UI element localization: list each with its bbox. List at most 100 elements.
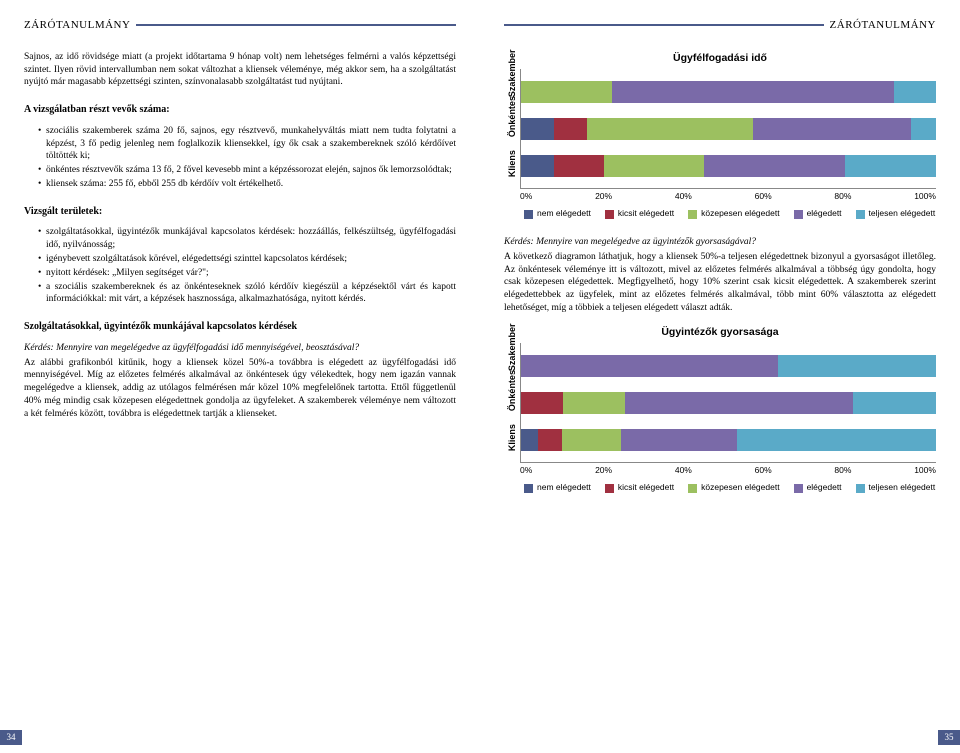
bar-row [521, 118, 936, 140]
bar-segment [737, 429, 936, 451]
page-number-left: 34 [0, 730, 22, 745]
legend-swatch [688, 210, 697, 219]
xtick: 0% [520, 465, 532, 476]
list-item: szociális szakemberek száma 20 fő, sajno… [38, 125, 456, 163]
bar-segment [562, 429, 620, 451]
right-page: ZÁRÓTANULMÁNY Ügyfélfogadási idő Szakemb… [480, 0, 960, 753]
areas-head: Vizsgált területek: [24, 205, 456, 219]
legend-label: teljesen elégedett [869, 208, 936, 219]
bar-row [521, 355, 936, 377]
bar-row [521, 429, 936, 451]
xtick: 40% [675, 465, 692, 476]
ylabel: Önkéntes [506, 395, 518, 411]
bar-segment [554, 155, 604, 177]
chart2-ylabels: Szakember Önkéntes Kliens [504, 343, 520, 463]
chart1-legend: nem elégedettkicsit elégedettközepesen e… [504, 208, 936, 219]
list-item: önkéntes résztvevők száma 13 fő, 2 fővel… [38, 164, 456, 177]
services-head: Szolgáltatásokkal, ügyintézők munkájával… [24, 320, 456, 334]
legend-label: közepesen elégedett [701, 482, 779, 493]
xtick: 20% [595, 465, 612, 476]
chart1-xaxis: 0%20%40%60%80%100% [504, 191, 936, 202]
chart2-bars [520, 343, 936, 463]
legend-label: teljesen elégedett [869, 482, 936, 493]
legend-label: közepesen elégedett [701, 208, 779, 219]
legend-item: teljesen elégedett [856, 208, 936, 219]
list-item: szolgáltatásokkal, ügyintézők munkájával… [38, 226, 456, 252]
bar-segment [604, 155, 704, 177]
legend-swatch [688, 484, 697, 493]
xtick: 80% [834, 465, 851, 476]
bar-segment [521, 355, 778, 377]
list-item: a szociális szakembereknek és az önkénte… [38, 281, 456, 307]
legend-label: nem elégedett [537, 482, 591, 493]
ylabel: Szakember [506, 355, 518, 371]
answer-1: Az alábbi grafikonból kitűnik, hogy a kl… [24, 357, 456, 421]
legend-swatch [605, 484, 614, 493]
legend-label: elégedett [807, 482, 842, 493]
legend-item: teljesen elégedett [856, 482, 936, 493]
legend-swatch [605, 210, 614, 219]
list-item: nyitott kérdések: „Milyen segítséget vár… [38, 267, 456, 280]
bar-segment [778, 355, 936, 377]
xtick: 80% [834, 191, 851, 202]
xtick: 60% [755, 465, 772, 476]
bar-segment [521, 81, 612, 103]
legend-item: kicsit elégedett [605, 482, 674, 493]
legend-swatch [794, 210, 803, 219]
areas-list: szolgáltatásokkal, ügyintézők munkájával… [38, 226, 456, 306]
bar-segment [845, 155, 936, 177]
participants-list: szociális szakemberek száma 20 fő, sajno… [38, 125, 456, 191]
xtick: 100% [914, 191, 936, 202]
legend-swatch [856, 210, 865, 219]
chart1-title: Ügyfélfogadási idő [504, 51, 936, 65]
legend-swatch [856, 484, 865, 493]
chart1-ylabels: SzakemberÖnkéntesKliens [504, 69, 520, 189]
header-rule [504, 24, 824, 26]
bar-segment [521, 429, 538, 451]
intro-paragraph: Sajnos, az idő rövidsége miatt (a projek… [24, 51, 456, 89]
bar-row [521, 392, 936, 414]
header-title-right: ZÁRÓTANULMÁNY [830, 18, 936, 33]
xtick: 60% [755, 191, 772, 202]
bar-segment [554, 118, 587, 140]
legend-item: közepesen elégedett [688, 208, 779, 219]
ylabel: Szakember [506, 81, 518, 97]
bar-segment [587, 118, 753, 140]
chart2-xaxis: 0% 20% 40% 60% 80% 100% [504, 465, 936, 476]
ylabel: Kliens [506, 435, 518, 451]
chart1-bars [520, 69, 936, 189]
bar-segment [753, 118, 911, 140]
bar-segment [521, 118, 554, 140]
bar-segment [538, 429, 563, 451]
right-header: ZÁRÓTANULMÁNY [504, 18, 936, 33]
bar-segment [521, 155, 554, 177]
header-title-left: ZÁRÓTANULMÁNY [24, 18, 130, 33]
bar-segment [621, 429, 737, 451]
bar-segment [612, 81, 894, 103]
xtick: 100% [914, 465, 936, 476]
legend-item: elégedett [794, 482, 842, 493]
chart2-legend: nem elégedett kicsit elégedett közepesen e… [504, 482, 936, 493]
bar-segment [704, 155, 845, 177]
header-rule [136, 24, 456, 26]
bar-segment [911, 118, 936, 140]
legend-item: nem elégedett [524, 208, 591, 219]
chart-speed: Ügyintézők gyorsasága Szakember Önkéntes K… [504, 325, 936, 494]
chart2-title: Ügyintézők gyorsasága [504, 325, 936, 339]
answer-2: A következő diagramon láthatjuk, hogy a … [504, 251, 936, 315]
legend-label: kicsit elégedett [618, 482, 674, 493]
left-page: ZÁRÓTANULMÁNY Sajnos, az idő rövidsége m… [0, 0, 480, 753]
page-number-right: 35 [938, 730, 960, 745]
list-item: kliensek száma: 255 fő, ebből 255 db kér… [38, 178, 456, 191]
bar-segment [894, 81, 936, 103]
legend-swatch [794, 484, 803, 493]
bar-segment [853, 392, 936, 414]
legend-label: elégedett [807, 208, 842, 219]
question-2: Kérdés: Mennyire van megelégedve az ügyi… [504, 236, 936, 249]
chart-customer-hours: Ügyfélfogadási idő SzakemberÖnkéntesKlie… [504, 51, 936, 220]
legend-item: elégedett [794, 208, 842, 219]
legend-item: nem elégedett [524, 482, 591, 493]
bar-segment [521, 392, 563, 414]
question-1: Kérdés: Mennyire van megelégedve az ügyf… [24, 342, 456, 355]
xtick: 20% [595, 191, 612, 202]
